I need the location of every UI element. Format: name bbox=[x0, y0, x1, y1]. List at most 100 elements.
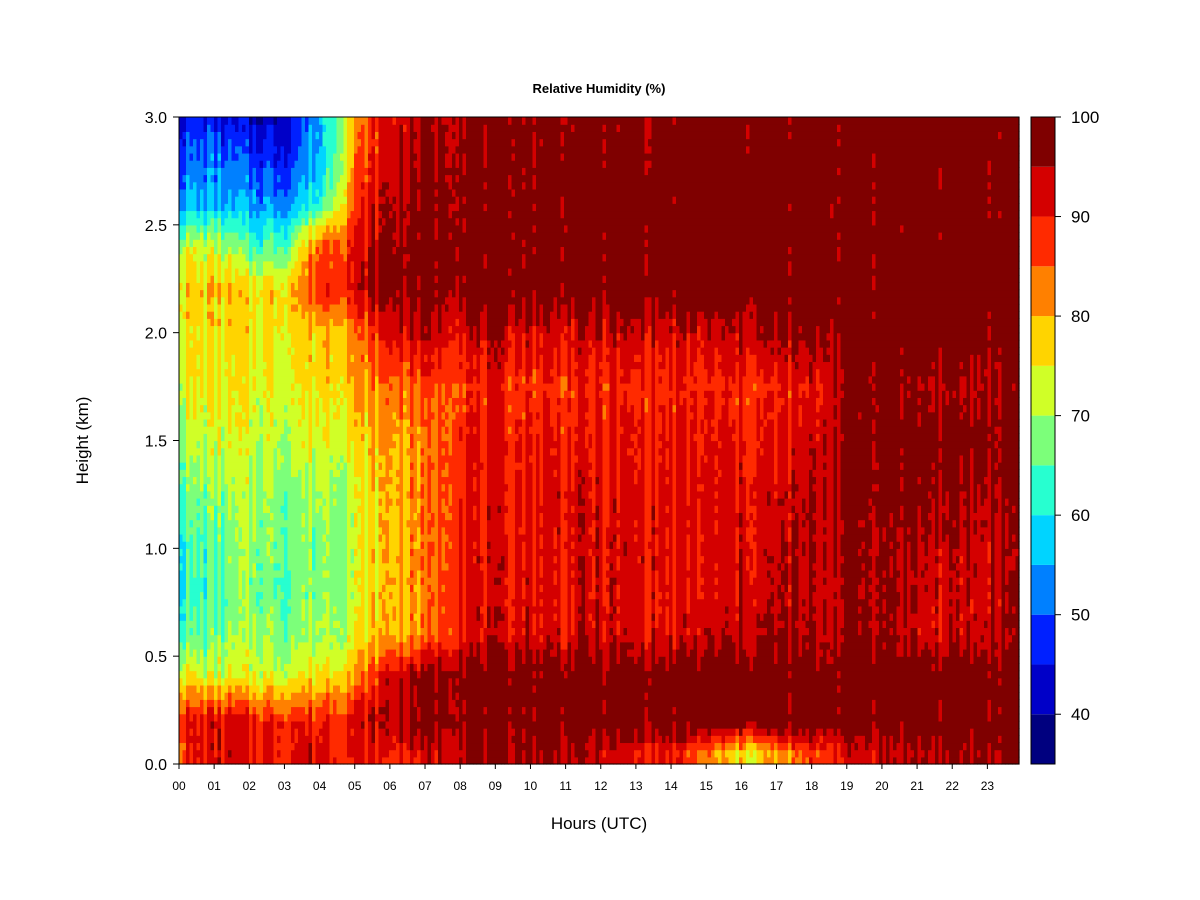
heatmap-cell bbox=[284, 361, 288, 369]
heatmap-cell bbox=[235, 347, 239, 355]
heatmap-cell bbox=[197, 757, 201, 765]
heatmap-cell bbox=[207, 671, 211, 679]
heatmap-cell bbox=[183, 369, 187, 377]
heatmap-cell bbox=[200, 146, 204, 154]
heatmap-cell bbox=[263, 433, 267, 441]
heatmap-cell bbox=[218, 175, 222, 183]
heatmap-cell bbox=[242, 534, 246, 542]
heatmap-cell bbox=[253, 462, 257, 470]
heatmap-cell bbox=[204, 433, 208, 441]
heatmap-cell bbox=[288, 476, 292, 484]
heatmap-cell bbox=[221, 584, 225, 592]
heatmap-cell bbox=[190, 656, 194, 664]
heatmap-cell bbox=[246, 663, 250, 671]
heatmap-cell bbox=[228, 591, 232, 599]
heatmap-cell bbox=[204, 311, 208, 319]
heatmap-cell bbox=[253, 218, 257, 226]
heatmap-cell bbox=[253, 448, 257, 456]
heatmap-cell bbox=[214, 750, 218, 758]
heatmap-cell bbox=[214, 340, 218, 348]
heatmap-cell bbox=[242, 642, 246, 650]
heatmap-cell bbox=[214, 541, 218, 549]
heatmap-cell bbox=[235, 462, 239, 470]
heatmap-cell bbox=[183, 663, 187, 671]
heatmap-cell bbox=[249, 282, 253, 290]
heatmap-cell bbox=[193, 721, 197, 729]
heatmap-cell bbox=[190, 354, 194, 362]
heatmap-cell bbox=[281, 649, 285, 657]
heatmap-cell bbox=[200, 613, 204, 621]
heatmap-cell bbox=[225, 735, 229, 743]
heatmap-cell bbox=[186, 599, 190, 607]
heatmap-cell bbox=[204, 527, 208, 535]
heatmap-cell bbox=[225, 203, 229, 211]
heatmap-cell bbox=[256, 419, 260, 427]
heatmap-cell bbox=[277, 563, 281, 571]
heatmap-cell bbox=[270, 146, 274, 154]
heatmap-cell bbox=[281, 692, 285, 700]
heatmap-cell bbox=[253, 671, 257, 679]
heatmap-cell bbox=[253, 117, 257, 125]
heatmap-cell bbox=[197, 203, 201, 211]
heatmap-cell bbox=[249, 160, 253, 168]
heatmap-cell bbox=[249, 671, 253, 679]
heatmap-cell bbox=[207, 232, 211, 240]
heatmap-cell bbox=[260, 390, 264, 398]
heatmap-cell bbox=[190, 361, 194, 369]
heatmap-cell bbox=[263, 649, 267, 657]
heatmap-cell bbox=[232, 728, 236, 736]
heatmap-cell bbox=[270, 210, 274, 218]
heatmap-cell bbox=[246, 448, 250, 456]
heatmap-cell bbox=[274, 354, 278, 362]
heatmap-cell bbox=[197, 412, 201, 420]
heatmap-cell bbox=[256, 441, 260, 449]
heatmap-cell bbox=[214, 627, 218, 635]
heatmap-cell bbox=[225, 390, 229, 398]
heatmap-cell bbox=[256, 476, 260, 484]
heatmap-cell bbox=[242, 469, 246, 477]
heatmap-cell bbox=[260, 124, 264, 132]
heatmap-cell bbox=[284, 541, 288, 549]
heatmap-cell bbox=[277, 376, 281, 384]
heatmap-cell bbox=[200, 117, 204, 125]
heatmap-cell bbox=[270, 750, 274, 758]
heatmap-cell bbox=[183, 225, 187, 233]
heatmap-cell bbox=[221, 131, 225, 139]
heatmap-cell bbox=[183, 318, 187, 326]
heatmap-cell bbox=[277, 455, 281, 463]
heatmap-cell bbox=[235, 548, 239, 556]
heatmap-cell bbox=[288, 419, 292, 427]
heatmap-cell bbox=[239, 139, 243, 147]
heatmap-cell bbox=[239, 153, 243, 161]
heatmap-cell bbox=[228, 563, 232, 571]
heatmap-cell bbox=[253, 627, 257, 635]
heatmap-cell bbox=[263, 146, 267, 154]
heatmap-cell bbox=[197, 512, 201, 520]
heatmap-cell bbox=[284, 182, 288, 190]
heatmap-cell bbox=[267, 757, 271, 765]
heatmap-cell bbox=[186, 663, 190, 671]
heatmap-cell bbox=[246, 275, 250, 283]
heatmap-cell bbox=[288, 527, 292, 535]
heatmap-cell bbox=[288, 433, 292, 441]
heatmap-cell bbox=[235, 757, 239, 765]
heatmap-cell bbox=[211, 318, 215, 326]
heatmap-cell bbox=[225, 541, 229, 549]
heatmap-cell bbox=[263, 721, 267, 729]
heatmap-cell bbox=[263, 390, 267, 398]
heatmap-cell bbox=[225, 591, 229, 599]
heatmap-cell bbox=[221, 196, 225, 204]
heatmap-cell bbox=[284, 455, 288, 463]
heatmap-cell bbox=[242, 268, 246, 276]
heatmap-cell bbox=[228, 534, 232, 542]
heatmap-cell bbox=[200, 714, 204, 722]
heatmap-cell bbox=[246, 534, 250, 542]
heatmap-cell bbox=[242, 397, 246, 405]
heatmap-cell bbox=[225, 620, 229, 628]
heatmap-cell bbox=[260, 469, 264, 477]
heatmap-cell bbox=[207, 246, 211, 254]
heatmap-cell bbox=[211, 175, 215, 183]
heatmap-cell bbox=[221, 290, 225, 298]
heatmap-cell bbox=[197, 699, 201, 707]
heatmap-cell bbox=[235, 563, 239, 571]
